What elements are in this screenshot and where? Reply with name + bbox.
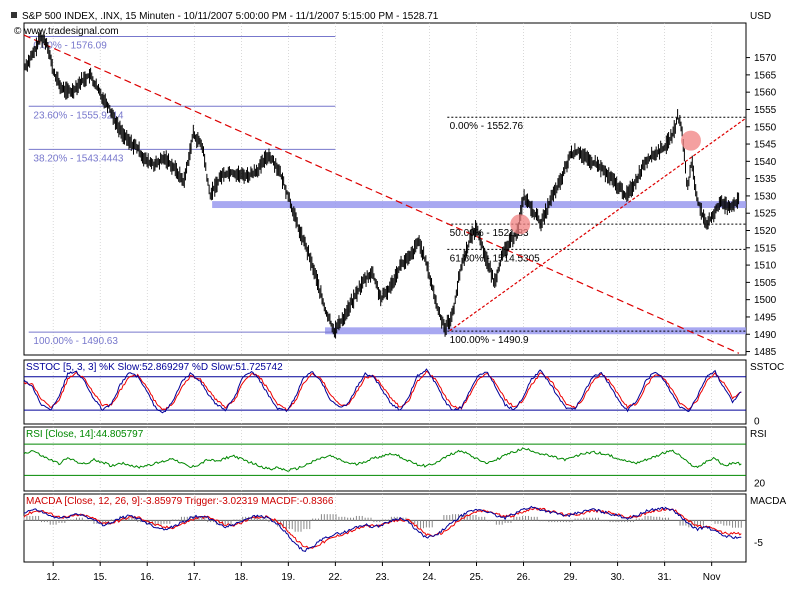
- x-tick-label: 30.: [611, 572, 625, 583]
- fib-left-label: 23.60% - 1555.9214: [33, 110, 124, 121]
- sstoc-label: SSTOC: [750, 362, 784, 373]
- trendline-layer: [23, 34, 747, 354]
- fib-right-label: 61.80% - 1514.5305: [450, 253, 541, 264]
- x-tick-label: 26.: [517, 572, 531, 583]
- y-tick-label: 1545: [754, 140, 777, 151]
- fibonacci-layer: 0.00% - 1576.09 23.60% - 1555.9214 38.20% …: [28, 36, 746, 347]
- macd-label: MACDA: [750, 496, 786, 507]
- macd-panel-frame: [23, 493, 747, 563]
- y-tick-label: 1565: [754, 70, 777, 81]
- macd-line: [23, 505, 742, 552]
- x-tick-label: 29.: [564, 572, 578, 583]
- y-tick-label: 1530: [754, 191, 777, 202]
- macd-trigger-line: [23, 506, 742, 549]
- sstoc-k-line: [23, 368, 742, 414]
- y-tick-label: 1570: [754, 53, 777, 64]
- y-tick-label: 1550: [754, 122, 777, 133]
- x-tick-label: 12.: [46, 572, 60, 583]
- sstoc-title: SSTOC [5, 3, 3] %K Slow:52.869297 %D Slo…: [26, 362, 283, 373]
- rsi-tick-label: 20: [754, 479, 766, 490]
- fib-right-label: 0.00% - 1552.76: [450, 121, 524, 132]
- y-tick-label: 1560: [754, 88, 777, 99]
- x-tick-label: 23.: [375, 572, 389, 583]
- y-tick-label: 1540: [754, 157, 777, 168]
- sstoc-tick-label: 0: [754, 417, 760, 428]
- rsi-title: RSI [Close, 14]:44.805797: [26, 429, 144, 440]
- downtrend-line: [23, 34, 740, 354]
- chart-title: S&P 500 INDEX, .INX, 15 Minuten - 10/11/…: [22, 11, 439, 22]
- x-tick-label: 19.: [281, 572, 295, 583]
- x-tick-label: 16.: [140, 572, 154, 583]
- rsi-line: [23, 447, 742, 472]
- sstoc-d-line: [23, 370, 742, 411]
- x-tick-label: 25.: [470, 572, 484, 583]
- y-tick-label: 1495: [754, 312, 777, 323]
- sstoc-panel-frame: [23, 359, 747, 425]
- x-tick-label: 22.: [328, 572, 342, 583]
- title-marker-icon: [11, 12, 17, 18]
- x-tick-label: 18.: [234, 572, 248, 583]
- x-tick-label: 15.: [93, 572, 107, 583]
- y-tick-label: 1525: [754, 209, 777, 220]
- y-tick-label: 1505: [754, 278, 777, 289]
- x-tick-label: 24.: [422, 572, 436, 583]
- y-tick-label: 1535: [754, 174, 777, 185]
- copyright-text: © www.tradesignal.com: [14, 26, 119, 37]
- highlight-circle: [680, 130, 701, 151]
- fib-left-label: 100.00% - 1490.63: [33, 336, 118, 347]
- y-tick-label: 1520: [754, 226, 777, 237]
- x-tick-label: 31.: [658, 572, 672, 583]
- fib-left-label: 38.20% - 1543.4443: [33, 153, 124, 164]
- y-tick-label: 1510: [754, 261, 777, 272]
- y-tick-label: 1485: [754, 347, 777, 358]
- y-tick-label: 1555: [754, 105, 777, 116]
- indicator-layer: [23, 368, 746, 552]
- uptrend-line: [449, 117, 747, 332]
- macd-title: MACDA [Close, 12, 26, 9]:-3.85979 Trigge…: [26, 496, 334, 507]
- macd-tick-label: -5: [754, 538, 763, 549]
- x-tick-label: 17.: [187, 572, 201, 583]
- price-series-layer: [23, 30, 740, 339]
- fib-right-label: 100.00% - 1490.9: [450, 335, 529, 346]
- rsi-label: RSI: [750, 429, 767, 440]
- y-tick-label: 1500: [754, 295, 777, 306]
- y-tick-label: 1515: [754, 243, 777, 254]
- fib-right-label: 50.00% - 1521.83: [450, 228, 529, 239]
- currency-label: USD: [750, 11, 771, 22]
- highlight-circle: [510, 214, 531, 235]
- axis-layer: 12. 15. 16. 17. 18. 19. 22. 23. 24. 25. 26. 29. 30. 3…: [46, 53, 776, 583]
- rsi-panel-frame: [23, 426, 747, 492]
- support-band: [212, 201, 747, 209]
- y-tick-label: 1490: [754, 330, 777, 341]
- price-panel-frame: [23, 22, 747, 356]
- x-tick-label: Nov: [703, 572, 721, 583]
- fib-left-label: 0.00% - 1576.09: [33, 41, 107, 52]
